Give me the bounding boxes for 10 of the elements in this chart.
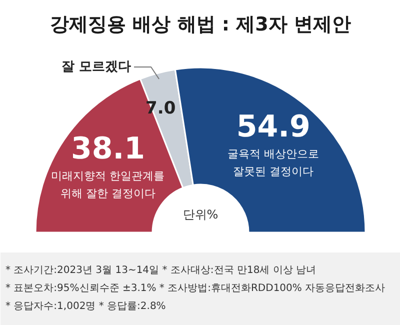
data-label: 38.1 [70,131,145,166]
text: * 표본오차:95%신뢰수준 ±3.1% * 조사방법:휴대전화RDD100% 자동응답전화조사 [6,283,386,294]
data-label: 54.9 [236,109,310,144]
chart-title: 강제징용 배상 해법 : 제3자 변제안 [50,14,351,36]
text: * 조사기간:2023년 3월 13~14일 * 조사대상:전국 만18세 이상 남녀 [6,265,316,276]
slice-label: 잘 모르겠다 [62,60,132,75]
slice-label: 굴욕적 배상안으로 잘못된 결정이다 [228,147,320,178]
text: * 응답자수:1,002명 * 응답률:2.8% [6,301,166,312]
text: 단위% [182,208,218,222]
slice-label: 미래지향적 한일관계를 위해 잘한 결정이다 [51,169,165,200]
